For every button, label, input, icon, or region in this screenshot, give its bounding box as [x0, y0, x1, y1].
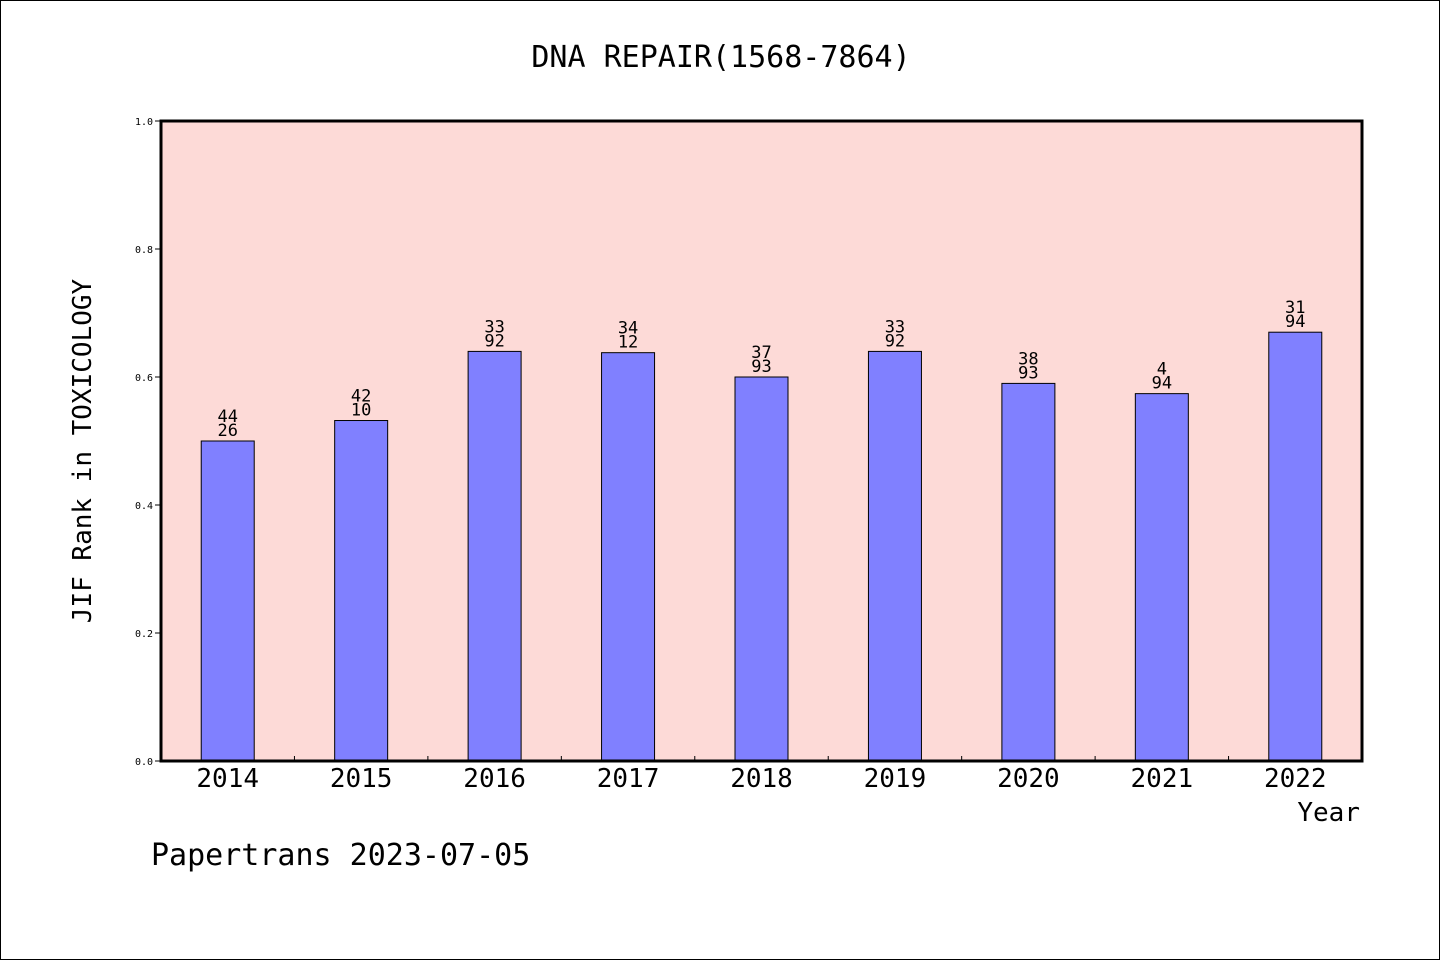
bar-label-2014: 44: [217, 407, 237, 427]
x-tick-label: 2018: [730, 764, 793, 794]
x-axis-title: Year: [1297, 798, 1360, 828]
y-tick-label: 0.0: [135, 757, 153, 768]
bar-2015: [334, 420, 389, 762]
bar-label-2017: 12: [618, 333, 638, 353]
x-tick-label: 2015: [330, 764, 393, 794]
footer-credit: Papertrans 2023-07-05: [151, 838, 530, 873]
y-tick-label: 1.0: [135, 117, 153, 128]
bar-label-2017: 34: [618, 319, 638, 339]
bar-label-2021: 94: [1152, 374, 1172, 394]
bar-label-2018: 93: [751, 357, 771, 377]
x-tick-label: 2020: [997, 764, 1060, 794]
bar-label-2018: 37: [751, 343, 771, 363]
x-tick-label: 2019: [864, 764, 927, 794]
bar-label-2021: 4: [1157, 360, 1167, 380]
bar-2014: [200, 440, 255, 762]
bar-label-2016: 33: [484, 317, 504, 337]
x-tick-label: 2017: [597, 764, 660, 794]
y-axis-title: JIF Rank in TOXICOLOGY: [68, 278, 98, 623]
x-tick-label: 2021: [1131, 764, 1194, 794]
bar-2022: [1268, 331, 1323, 762]
plot-border: [159, 119, 1364, 763]
y-tick-label: 0.8: [135, 245, 153, 256]
bar-label-2014: 26: [217, 421, 237, 441]
bar-2019: [867, 350, 922, 762]
bar-label-2022: 94: [1285, 312, 1305, 332]
bar-label-2016: 92: [484, 331, 504, 351]
bar-2018: [734, 376, 789, 762]
bar-label-2020: 93: [1018, 363, 1038, 383]
bar-2020: [1001, 382, 1056, 762]
bar-label-2019: 33: [885, 317, 905, 337]
x-tick-label: 2016: [463, 764, 526, 794]
bar-2021: [1134, 393, 1189, 762]
bar-label-2022: 31: [1285, 298, 1305, 318]
bar-label-2019: 92: [885, 331, 905, 351]
y-axis: 0.0 0.2 0.4 0.6 0.8 1.0: [135, 117, 161, 768]
bar-label-2015: 42: [351, 387, 371, 407]
bar-label-2020: 38: [1018, 349, 1038, 369]
bar-2016: [467, 350, 522, 762]
y-tick-label: 0.4: [135, 501, 153, 512]
chart-title: DNA REPAIR(1568-7864): [531, 40, 910, 75]
x-axis: 2014 2015 2016 2017 2018 2019 2020 2021 2022: [196, 756, 1327, 794]
bar-2017: [601, 352, 656, 762]
bar-label-2015: 10: [351, 401, 371, 421]
y-tick-label: 0.2: [135, 629, 153, 640]
x-tick-label: 2014: [196, 764, 259, 794]
y-tick-label: 0.6: [135, 373, 153, 384]
x-tick-label: 2022: [1264, 764, 1327, 794]
